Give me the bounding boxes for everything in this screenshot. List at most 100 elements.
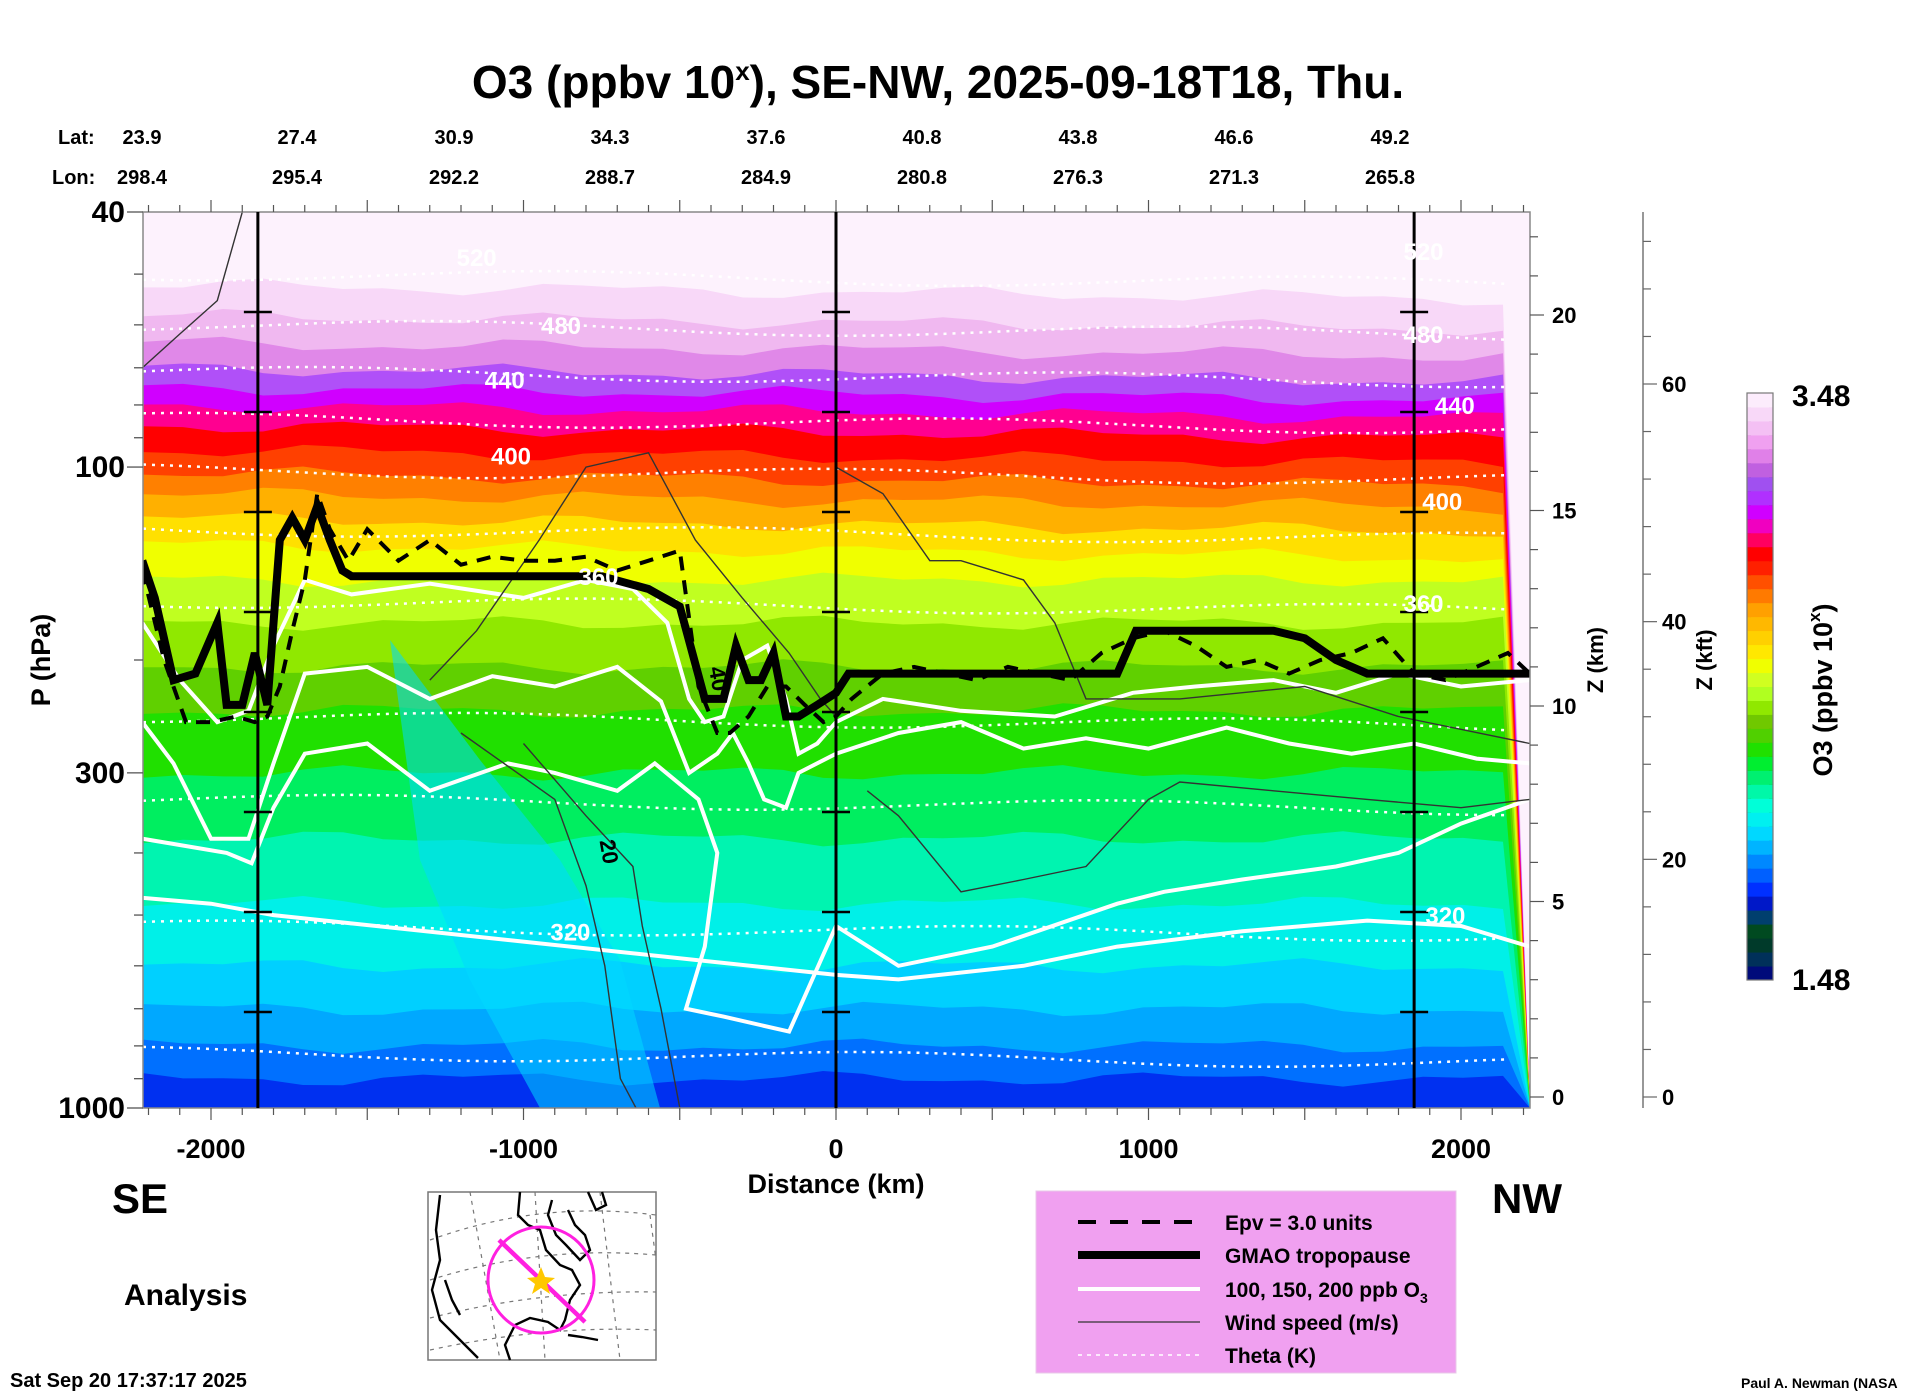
- colorbar-swatch: [1747, 672, 1773, 687]
- z-kft-tick-label: 40: [1662, 610, 1686, 635]
- lat-value: 34.3: [591, 127, 630, 149]
- y-tick-label: 40: [92, 196, 125, 229]
- colorbar-swatch: [1747, 490, 1773, 506]
- lon-value: 271.3: [1209, 167, 1259, 189]
- theta-line: [143, 597, 1509, 615]
- colorbar-swatch: [1747, 882, 1773, 897]
- colorbar-label-superscript: x: [1805, 612, 1824, 622]
- theta-line: [143, 1045, 1509, 1069]
- colorbar-swatch: [1747, 462, 1773, 478]
- lon-value: 284.9: [741, 167, 791, 189]
- low-ozone-region: [390, 640, 660, 1108]
- x-tick-label: 0: [828, 1134, 843, 1164]
- theta-label: 320: [1425, 903, 1465, 930]
- y-axis-label: P (hPa): [26, 614, 56, 707]
- y-axis-pressure: 40 100 300 1000: [58, 196, 143, 1125]
- colorbar-swatch: [1747, 924, 1773, 939]
- y-tick-label: 1000: [58, 1092, 125, 1125]
- x-axis: -2000 -1000 0 1000 2000: [147, 200, 1525, 1164]
- lat-value: 46.6: [1215, 127, 1254, 149]
- colorbar-label-suffix: ): [1808, 603, 1838, 612]
- epv-line: [143, 492, 1530, 735]
- theta-label: 360: [578, 564, 618, 591]
- lon-label: Lon:: [52, 167, 95, 189]
- legend-label-text: Epv = 3.0 units: [1225, 1212, 1373, 1235]
- wind-speed-contour: [460, 732, 637, 1108]
- y-tick-label: 100: [75, 451, 125, 484]
- ozone-contour-line: [143, 664, 1530, 841]
- nw-label: NW: [1492, 1175, 1562, 1222]
- theta-label: 520: [457, 245, 497, 272]
- colorbar-swatch: [1747, 532, 1773, 548]
- z-kft-tick-label: 0: [1662, 1085, 1674, 1110]
- lat-value: 43.8: [1059, 127, 1098, 149]
- legend: Epv = 3.0 units GMAO tropopause 100, 150, …: [1035, 1190, 1457, 1374]
- x-tick-label: 1000: [1118, 1134, 1178, 1164]
- z-km-axis: 0 5 10 15 20: [1530, 236, 1576, 1110]
- z-kft-label: Z (kft): [1692, 629, 1717, 690]
- lon-value: 298.4: [117, 167, 168, 189]
- z-kft-tick-label: 20: [1662, 847, 1686, 872]
- theta-label: 320: [550, 919, 590, 946]
- legend-box: [1035, 1190, 1457, 1374]
- lat-label: Lat:: [58, 127, 95, 149]
- colorbar-label-main: O3 (ppbv 10: [1808, 622, 1838, 777]
- legend-label-text: GMAO tropopause: [1225, 1245, 1411, 1268]
- lon-value: 292.2: [429, 167, 479, 189]
- title-main: O3 (ppbv 10: [472, 56, 735, 108]
- contour-overlays: [143, 212, 1530, 1108]
- x-tick-label: -1000: [489, 1134, 558, 1164]
- lon-value: 276.3: [1053, 167, 1103, 189]
- colorbar-swatch: [1747, 938, 1773, 953]
- analysis-label: Analysis: [124, 1279, 247, 1312]
- colorbar-swatch: [1747, 798, 1773, 813]
- plot-area: [143, 212, 1530, 1108]
- legend-label: Epv = 3.0 units: [1225, 1212, 1373, 1235]
- x-tick-label: 2000: [1431, 1134, 1491, 1164]
- z-km-tick-label: 5: [1552, 890, 1564, 915]
- colorbar-swatch: [1747, 658, 1773, 674]
- lon-value: 288.7: [585, 167, 635, 189]
- legend-label: Wind speed (m/s): [1225, 1312, 1399, 1335]
- lat-value: 23.9: [123, 127, 162, 149]
- legend-label-text: 100, 150, 200 ppb O: [1225, 1279, 1420, 1302]
- colorbar-swatch: [1747, 518, 1773, 534]
- colorbar-swatch: [1747, 756, 1773, 771]
- wind-speed-contour: [866, 781, 1530, 893]
- theta-line: [143, 793, 1509, 817]
- colorbar-max-label: 3.48: [1792, 380, 1850, 413]
- x-axis-label: Distance (km): [747, 1169, 924, 1199]
- credit-label: Paul A. Newman (NASA: [1741, 1375, 1898, 1391]
- theta-label: 480: [1403, 322, 1443, 349]
- colorbar-swatch: [1747, 910, 1773, 925]
- theta-line: [143, 365, 1509, 389]
- colorbar-swatch: [1747, 560, 1773, 576]
- legend-label: Theta (K): [1225, 1345, 1316, 1368]
- colorbar-swatch: [1747, 434, 1773, 450]
- timestamp: Sat Sep 20 17:37:17 2025: [10, 1370, 247, 1392]
- tropopause-line: [143, 494, 1530, 721]
- colorbar-min-label: 1.48: [1792, 964, 1850, 997]
- legend-label-text: Wind speed (m/s): [1225, 1312, 1399, 1335]
- z-km-tick-label: 20: [1552, 303, 1576, 328]
- legend-label: 100, 150, 200 ppb O3: [1225, 1279, 1428, 1306]
- colorbar-swatch: [1747, 840, 1773, 855]
- wind-speed-contour: [835, 466, 1530, 745]
- colorbar-swatch: [1747, 448, 1773, 464]
- theta-line: [143, 463, 1509, 485]
- ozone-contour-line: [143, 741, 1530, 1034]
- theta-label: 400: [491, 444, 531, 471]
- colorbar-swatch: [1747, 826, 1773, 841]
- colorbar-swatch: [1747, 393, 1773, 408]
- colorbar-swatch: [1747, 420, 1773, 436]
- theta-line: [143, 526, 1509, 544]
- theta-line: [143, 411, 1509, 435]
- colorbar-swatch: [1747, 784, 1773, 799]
- lon-value: 280.8: [897, 167, 947, 189]
- colorbar-swatch: [1747, 504, 1773, 520]
- x-tick-label: -2000: [176, 1134, 245, 1164]
- theta-label: 440: [1435, 393, 1475, 420]
- colorbar-swatch: [1747, 728, 1773, 743]
- wind-speed-label: 20: [595, 837, 624, 865]
